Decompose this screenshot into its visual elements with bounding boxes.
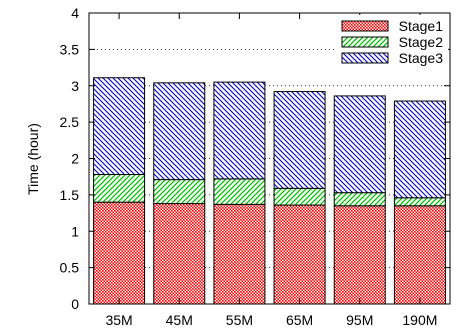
bar-segment-stage1 [93, 201, 146, 305]
grid-lines [89, 48, 450, 269]
bar-segment-stage2 [213, 178, 266, 205]
bar-segment-stage2 [393, 197, 446, 207]
x-tick-label: 45M [166, 312, 193, 328]
legend-swatch-stage2 [341, 36, 389, 48]
x-tick-label: 35M [105, 312, 132, 328]
legend-label-stage3: Stage3 [399, 50, 444, 66]
y-tick-label: 1 [71, 223, 79, 239]
bar-segment-stage2 [153, 179, 206, 205]
x-axis: 35M 45M 55M 65M 95M 190M [105, 13, 437, 328]
bar-segment-stage3 [93, 77, 146, 176]
x-tick-label: 95M [346, 312, 373, 328]
legend-swatch-stage1 [341, 20, 389, 32]
y-tick-label: 2.5 [60, 114, 80, 130]
bar-segment-stage1 [333, 205, 386, 305]
bar-segment-stage3 [213, 81, 266, 180]
x-tick-label: 55M [226, 312, 253, 328]
legend-label-stage2: Stage2 [399, 34, 444, 50]
y-tick-label: 2 [71, 151, 79, 167]
bar-segment-stage2 [273, 187, 326, 206]
y-tick-label: 0 [71, 296, 79, 312]
bar-segment-stage2 [333, 192, 386, 207]
y-tick-label: 1.5 [60, 187, 80, 203]
bar-segment-stage1 [153, 203, 206, 305]
x-tick-label: 190M [402, 312, 437, 328]
bars-group [93, 77, 446, 305]
y-tick-label: 4 [71, 5, 79, 21]
bar-segment-stage1 [273, 204, 326, 305]
x-tick-label: 65M [286, 312, 313, 328]
bar-segment-stage3 [273, 91, 326, 189]
bar-segment-stage2 [93, 174, 146, 203]
bar-segment-stage1 [213, 203, 266, 305]
legend-swatch-stage3 [341, 52, 389, 64]
y-tick-label: 0.5 [60, 260, 80, 276]
y-tick-label: 3.5 [60, 41, 80, 57]
y-tick-label: 3 [71, 78, 79, 94]
bar-segment-stage3 [393, 100, 446, 199]
bar-segment-stage3 [333, 95, 386, 194]
y-axis: 0 0.5 1 1.5 2 2.5 3 3.5 4 [60, 5, 450, 312]
bar-segment-stage3 [153, 82, 206, 181]
bar-segment-stage1 [393, 205, 446, 305]
legend-label-stage1: Stage1 [399, 18, 444, 34]
y-axis-label: Time (hour) [25, 123, 41, 195]
